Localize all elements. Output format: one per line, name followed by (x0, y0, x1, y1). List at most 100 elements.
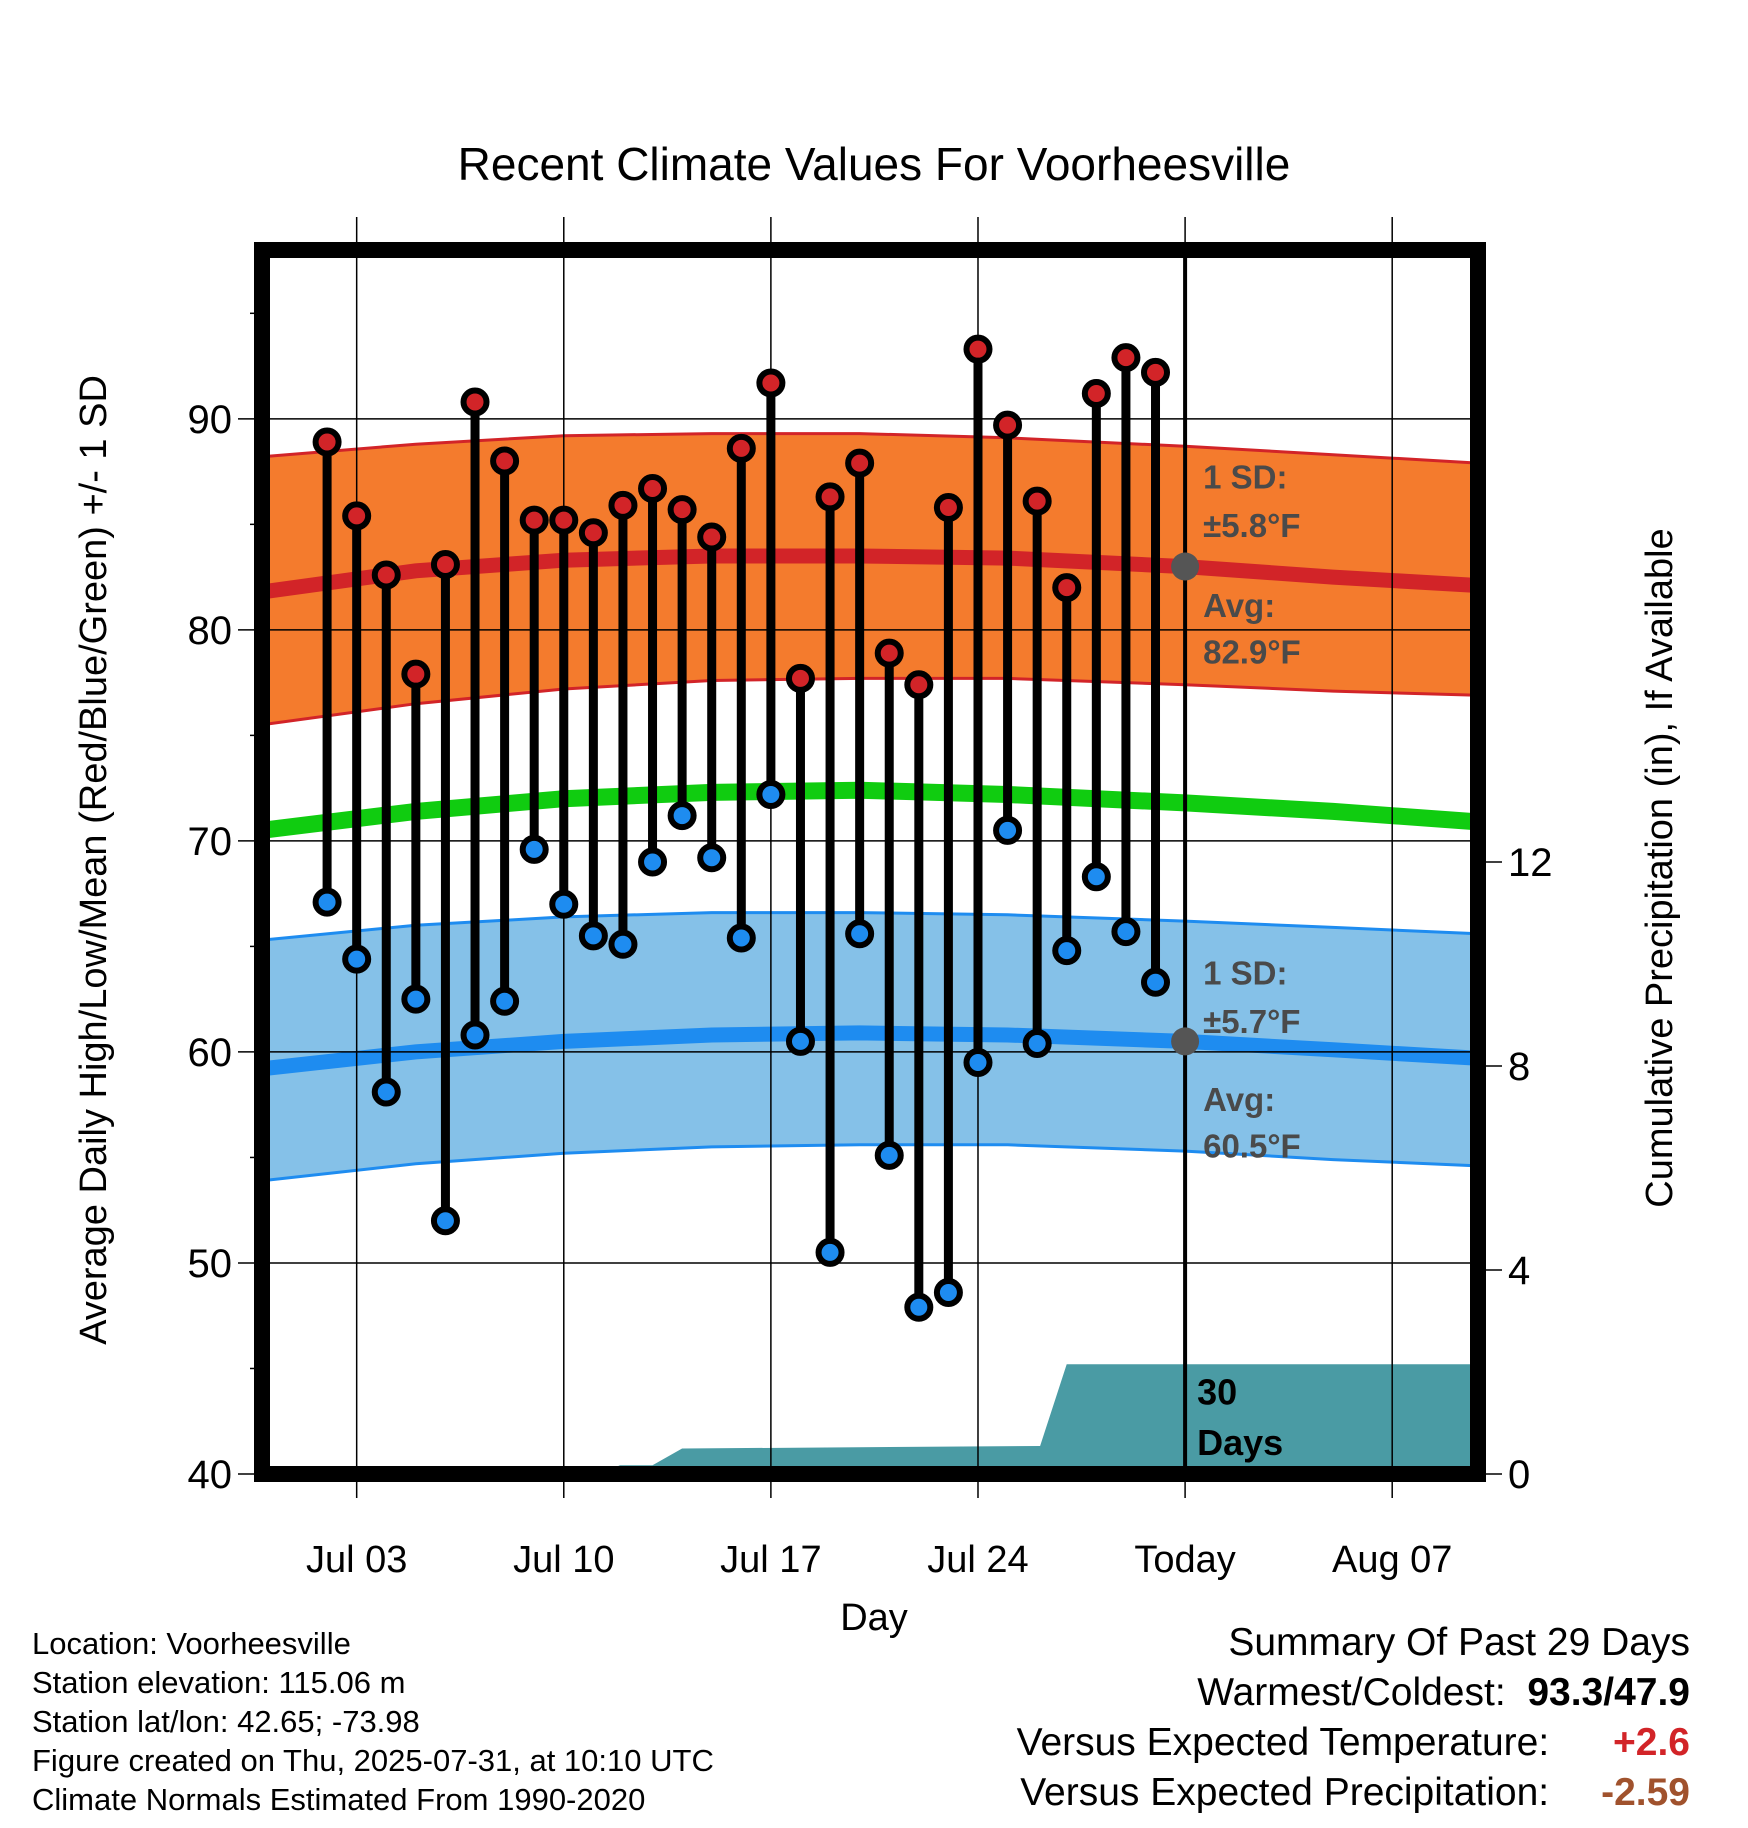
daily-high-point (608, 490, 638, 520)
chart-title: Recent Climate Values For Voorheesville (458, 138, 1291, 190)
daily-high-point (460, 387, 490, 417)
y2-tick-label: 4 (1508, 1249, 1530, 1293)
daily-low-point (993, 815, 1023, 845)
daily-low-point (1141, 967, 1171, 997)
today-high-avg-marker (1171, 552, 1200, 581)
daily-high-point (371, 560, 401, 590)
daily-low-point (1052, 936, 1082, 966)
x-tick-label: Jul 17 (720, 1539, 821, 1581)
low-sd-band (262, 912, 1478, 1181)
x-tick-label: Aug 07 (1332, 1539, 1452, 1581)
low-avg-label: Avg: (1203, 1081, 1275, 1118)
low-sd-lower-line (262, 1143, 1478, 1183)
daily-high-point (874, 638, 904, 668)
daily-low-point (371, 1077, 401, 1107)
y-axis-label: Average Daily High/Low/Mean (Red/Blue/Gr… (73, 375, 115, 1345)
plot-area: 1 SD: ±5.8°F Avg: 82.9°F 1 SD: ±5.7°F Avg: 60.5… (188, 217, 1553, 1581)
summary-title: Summary Of Past 29 Days (1228, 1621, 1690, 1664)
daily-low-point (549, 889, 579, 919)
high-avg-value: 82.9°F (1203, 634, 1301, 671)
y-tick-label: 90 (188, 398, 233, 442)
daily-low-point (608, 929, 638, 959)
latlon-text: Station lat/lon: 42.65; -73.98 (32, 1704, 420, 1739)
high-avg-label: Avg: (1203, 587, 1275, 624)
station-info: Location: Voorheesville Station elevatio… (32, 1624, 714, 1819)
daily-high-point (312, 427, 342, 457)
daily-low-point (933, 1278, 963, 1308)
daily-high-point (1081, 379, 1111, 409)
daily-low-point (756, 779, 786, 809)
daily-high-point (490, 446, 520, 476)
daily-high-point (756, 368, 786, 398)
x-tick-label: Today (1134, 1539, 1235, 1581)
low-sd-label: 1 SD: (1203, 954, 1287, 991)
high-sd-value: ±5.8°F (1203, 507, 1300, 544)
daily-low-point (519, 834, 549, 864)
x-axis-label: Day (840, 1597, 908, 1639)
y-tick-label: 70 (188, 820, 233, 864)
today-low-avg-marker (1171, 1027, 1200, 1056)
daily-low-point (1081, 862, 1111, 892)
daily-high-point (904, 670, 934, 700)
precip-area (262, 1364, 1478, 1474)
daily-high-point (726, 433, 756, 463)
daily-low-point (578, 921, 608, 951)
summary-precip: Versus Expected Precipitation: -2.59 (1017, 1768, 1690, 1818)
low-normal-line (262, 1025, 1478, 1077)
daily-high-point (1111, 343, 1141, 373)
daily-low-point (963, 1047, 993, 1077)
daily-high-point (1022, 486, 1052, 516)
precip-label: Versus Expected Precipitation: (1020, 1771, 1550, 1814)
high-sd-upper-line (262, 432, 1478, 465)
warm-cold-label: Warmest/Coldest: (1197, 1671, 1506, 1714)
summary-warm-cold: Warmest/Coldest: 93.3/47.9 (1017, 1668, 1690, 1718)
daily-high-point (1052, 573, 1082, 603)
daily-high-point (963, 334, 993, 364)
daily-low-point (401, 984, 431, 1014)
created-text: Figure created on Thu, 2025-07-31, at 10… (32, 1743, 714, 1778)
daily-low-point (845, 919, 875, 949)
summary-temp: Versus Expected Temperature: +2.6 (1017, 1718, 1690, 1768)
daily-low-point (904, 1292, 934, 1322)
daily-low-point (430, 1206, 460, 1236)
daily-high-point (430, 549, 460, 579)
daily-high-point (993, 410, 1023, 440)
daily-low-point (815, 1237, 845, 1267)
y2-tick-label: 8 (1508, 1045, 1530, 1089)
daily-low-point (726, 923, 756, 953)
daily-high-point (578, 518, 608, 548)
daily-low-point (1111, 917, 1141, 947)
daily-high-point (697, 522, 727, 552)
daily-high-point (815, 482, 845, 512)
daily-high-point (342, 501, 372, 531)
daily-high-point (845, 448, 875, 478)
y-tick-label: 80 (188, 609, 233, 653)
daily-low-point (460, 1020, 490, 1050)
high-sd-label: 1 SD: (1203, 458, 1287, 495)
daily-high-point (638, 473, 668, 503)
low-sd-value: ±5.7°F (1203, 1003, 1300, 1040)
period-label-unit: Days (1197, 1422, 1283, 1463)
normals-text: Climate Normals Estimated From 1990-2020 (32, 1782, 646, 1817)
daily-high-point (519, 505, 549, 535)
daily-high-point (401, 659, 431, 689)
x-tick-label: Jul 24 (927, 1539, 1028, 1581)
daily-low-point (667, 801, 697, 831)
daily-low-point (874, 1140, 904, 1170)
daily-low-point (490, 986, 520, 1016)
y2-tick-label: 0 (1508, 1453, 1530, 1497)
daily-high-point (1141, 357, 1171, 387)
daily-low-point (785, 1026, 815, 1056)
y-tick-label: 50 (188, 1242, 233, 1286)
daily-low-point (697, 843, 727, 873)
daily-low-point (1022, 1028, 1052, 1058)
summary-panel: Summary Of Past 29 Days Warmest/Coldest:… (1017, 1618, 1690, 1818)
daily-high-point (667, 495, 697, 525)
daily-high-point (785, 663, 815, 693)
y2-axis-label: Cumulative Precipitation (in), If Availa… (1639, 528, 1681, 1207)
low-avg-value: 60.5°F (1203, 1127, 1301, 1164)
y2-tick-label: 12 (1508, 841, 1553, 885)
precip-value: -2.59 (1601, 1771, 1690, 1814)
temp-value: +2.6 (1613, 1721, 1690, 1764)
